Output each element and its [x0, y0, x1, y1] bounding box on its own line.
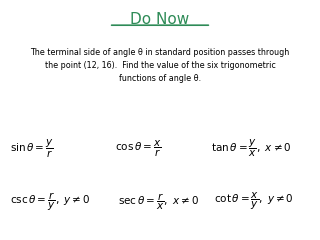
Text: $\cot\theta = \dfrac{x}{y},\ y\neq 0$: $\cot\theta = \dfrac{x}{y},\ y\neq 0$ — [214, 191, 294, 212]
Text: $\sin\theta = \dfrac{y}{r}$: $\sin\theta = \dfrac{y}{r}$ — [10, 138, 53, 160]
Text: $\cos\theta = \dfrac{x}{r}$: $\cos\theta = \dfrac{x}{r}$ — [115, 139, 162, 159]
Text: Do Now: Do Now — [130, 12, 190, 27]
Text: $\csc\theta = \dfrac{r}{y},\ y\neq 0$: $\csc\theta = \dfrac{r}{y},\ y\neq 0$ — [10, 191, 90, 213]
Text: The terminal side of angle θ in standard position passes through
the point (12, : The terminal side of angle θ in standard… — [30, 48, 290, 84]
Text: $\tan\theta = \dfrac{y}{x},\ x\neq 0$: $\tan\theta = \dfrac{y}{x},\ x\neq 0$ — [211, 138, 292, 159]
Text: $\sec\theta = \dfrac{r}{x},\ x\neq 0$: $\sec\theta = \dfrac{r}{x},\ x\neq 0$ — [118, 192, 200, 212]
